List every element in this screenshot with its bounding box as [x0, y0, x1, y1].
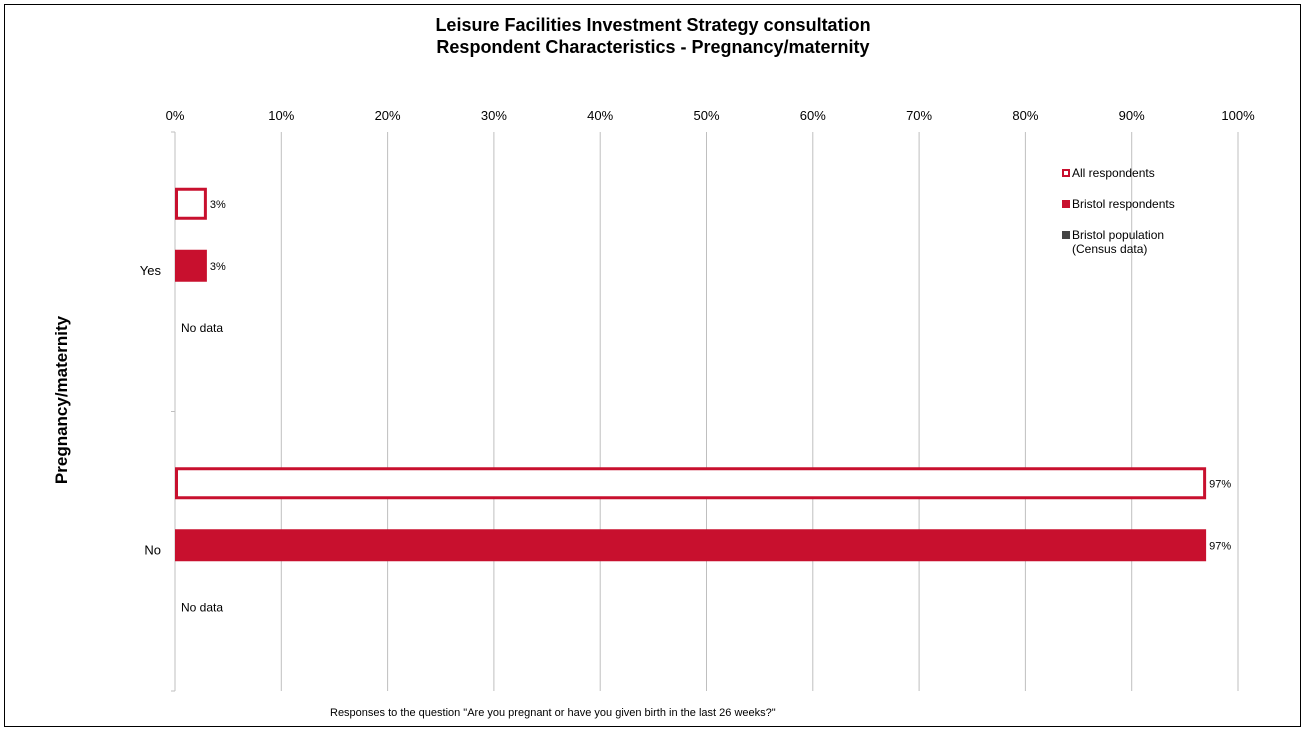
category-label: No — [144, 542, 161, 557]
x-tick-label: 70% — [906, 108, 932, 123]
bar — [175, 529, 1207, 562]
x-tick-label: 80% — [1012, 108, 1038, 123]
legend-item: Bristol respondents — [1062, 197, 1175, 211]
no-data-label: No data — [181, 600, 223, 614]
chart-title: Leisure Facilities Investment Strategy c… — [435, 15, 871, 35]
x-tick-label: 40% — [587, 108, 613, 123]
category-label: Yes — [140, 263, 162, 278]
no-data-label: No data — [181, 321, 223, 335]
x-tick-label: 50% — [693, 108, 719, 123]
data-label: 3% — [210, 261, 226, 273]
legend-label: Bristol population (Census data) — [1072, 228, 1165, 256]
legend-label: Bristol respondents — [1072, 197, 1175, 211]
x-tick-label: 60% — [800, 108, 826, 123]
legend-swatch — [1062, 200, 1070, 208]
legend-swatch — [1062, 231, 1070, 239]
data-label: 97% — [1209, 540, 1231, 552]
legend-item: Bristol population (Census data) — [1062, 228, 1175, 256]
data-label: 97% — [1209, 478, 1231, 490]
x-tick-label: 0% — [166, 108, 185, 123]
chart-frame — [4, 4, 1301, 727]
data-label: 3% — [210, 199, 226, 211]
x-tick-label: 10% — [268, 108, 294, 123]
bar — [175, 249, 207, 282]
x-tick-label: 100% — [1221, 108, 1255, 123]
bar — [175, 467, 1207, 500]
chart-legend: All respondents Bristol respondents Bristo… — [1062, 166, 1175, 273]
legend-label: All respondents — [1072, 166, 1155, 180]
bar — [175, 187, 207, 220]
legend-item: All respondents — [1062, 166, 1175, 180]
chart-subtitle: Respondent Characteristics - Pregnancy/m… — [436, 37, 870, 57]
x-tick-label: 30% — [481, 108, 507, 123]
footnote-text: Responses to the question "Are you pregn… — [330, 707, 776, 719]
x-tick-label: 90% — [1119, 108, 1145, 123]
legend-swatch — [1062, 169, 1070, 177]
x-tick-label: 20% — [375, 108, 401, 123]
